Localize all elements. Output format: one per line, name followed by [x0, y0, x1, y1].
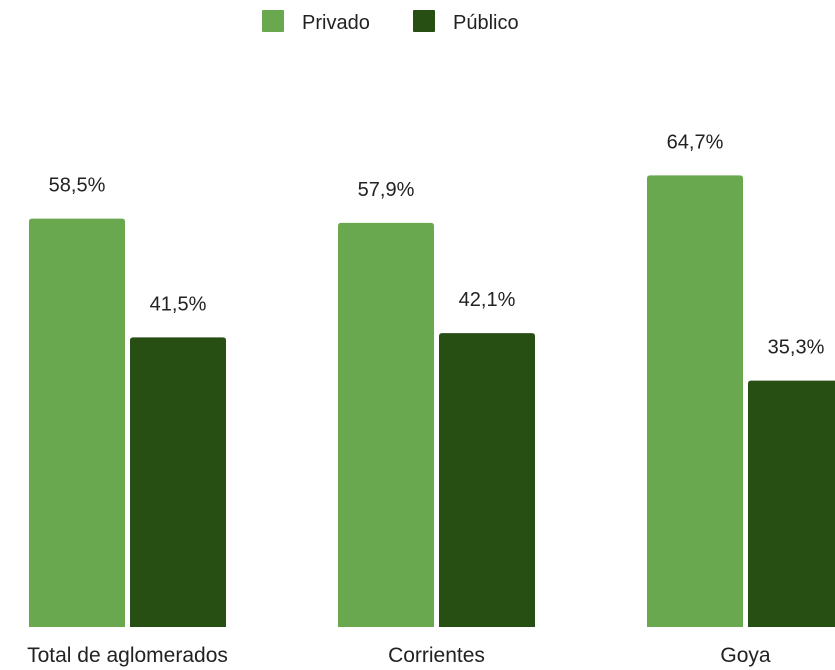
x-axis: Total de aglomerados Corrientes Goya — [27, 644, 771, 667]
legend-label-privado: Privado — [302, 12, 370, 34]
data-label-publico-0: 41,5% — [150, 293, 207, 315]
legend-label-publico: Público — [453, 12, 519, 34]
x-tick-label-0: Total de aglomerados — [27, 644, 228, 667]
plot-area: 58,5% 41,5% 57,9% 42,1% 64,7% 35,3% — [29, 131, 835, 628]
bar-privado-2 — [647, 175, 743, 628]
bar-privado-0 — [29, 218, 125, 628]
data-label-publico-2: 35,3% — [768, 337, 825, 359]
bar-publico-0 — [130, 337, 226, 627]
data-label-privado-1: 57,9% — [358, 179, 415, 201]
bar-privado-1 — [338, 222, 434, 627]
chart-legend: Privado Público — [262, 10, 519, 34]
legend-swatch-publico — [413, 10, 435, 32]
data-label-privado-2: 64,7% — [667, 131, 724, 153]
x-tick-label-2: Goya — [720, 644, 771, 667]
data-label-privado-0: 58,5% — [49, 175, 106, 197]
bar-publico-2 — [748, 380, 835, 627]
data-label-publico-1: 42,1% — [459, 289, 516, 311]
legend-swatch-privado — [262, 10, 284, 32]
x-tick-label-1: Corrientes — [388, 644, 485, 667]
bar-publico-1 — [439, 333, 535, 627]
